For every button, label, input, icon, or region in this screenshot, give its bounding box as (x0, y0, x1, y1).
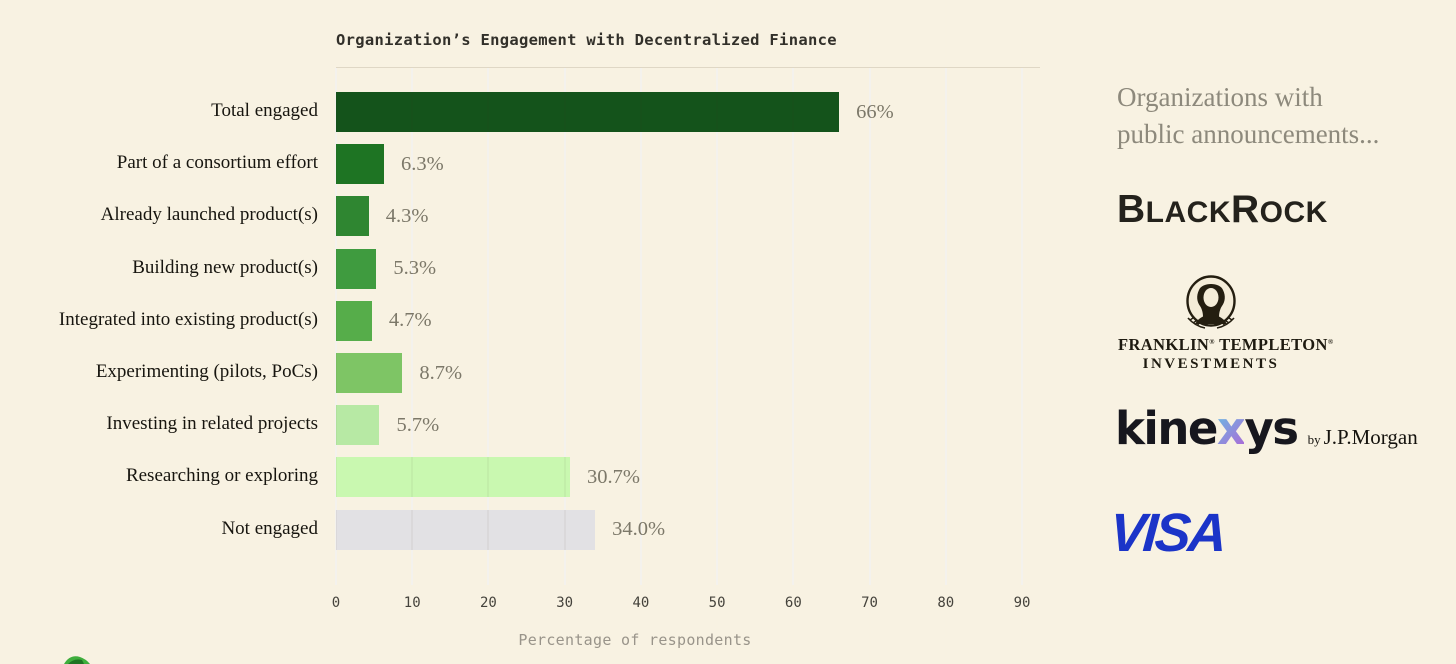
sidebar-heading-line1: Organizations with (1117, 82, 1323, 112)
category-label: Experimenting (pilots, PoCs) (95, 361, 318, 383)
category-labels: Total engaged Part of a consortium effort… (0, 67, 318, 555)
visa-logo: VISA (1107, 503, 1227, 563)
kinexys-x: x (1216, 402, 1246, 455)
category-label: Investing in related projects (106, 413, 318, 435)
bar-row: 4.3% (336, 190, 1040, 242)
bar-row: 8.7% (336, 347, 1040, 399)
x-tick-label: 30 (556, 595, 574, 611)
category-label: Not engaged (221, 517, 318, 539)
x-tick-label: 60 (784, 595, 802, 611)
bar-row: 5.7% (336, 399, 1040, 451)
x-axis-ticks: 0 10 20 30 40 50 60 70 80 90 (332, 595, 1040, 615)
blackrock-logo: BLACKROCK (1117, 188, 1328, 240)
kinexys-pre: kine (1115, 402, 1218, 455)
blackrock-logo-segment: LACK (1145, 196, 1231, 229)
kinexys-logo: kinexys by J.P.Morgan (1115, 403, 1418, 455)
sidebar-heading: Organizations with public announcements.… (1117, 79, 1379, 153)
x-tick-label: 20 (480, 595, 497, 611)
bar (336, 248, 377, 289)
bar (336, 405, 380, 446)
x-axis-label: Percentage of respondents (518, 631, 752, 649)
sprout-decoration-icon (64, 656, 90, 664)
bar-row: 34.0% (336, 504, 1040, 556)
plot-area: 66% 6.3% 4.3% 5.3% 4.7% 8.7% 5.7% 30.7% 34.0% (335, 67, 1040, 585)
category-label: Total engaged (211, 100, 318, 122)
ben-franklin-portrait-icon (1186, 275, 1236, 329)
bar (336, 509, 596, 550)
blackrock-logo-segment: R (1231, 188, 1260, 231)
category-label: Part of a consortium effort (116, 152, 318, 174)
bar-rows: 66% 6.3% 4.3% 5.3% 4.7% 8.7% 5.7% 30.7% 34.0% (336, 68, 1040, 585)
registered-mark-icon: ® (1327, 338, 1334, 346)
x-tick-label: 80 (937, 595, 955, 611)
franklin-templeton-logo: FRANKLIN® TEMPLETON® INVESTMENTS (1118, 274, 1333, 373)
value-label: 5.7% (396, 413, 440, 436)
kinexys-wordmark: kinexys (1115, 402, 1299, 455)
category-label: Already launched product(s) (100, 204, 318, 226)
x-tick-label: 0 (331, 595, 341, 611)
category-label: Researching or exploring (125, 465, 318, 487)
x-tick-label: 40 (632, 595, 650, 611)
category-label: Building new product(s) (132, 256, 318, 278)
kinexys-by: by (1307, 432, 1321, 447)
value-label: 66% (856, 100, 894, 123)
blackrock-logo-segment: OCK (1259, 196, 1328, 229)
bar (336, 144, 385, 185)
blackrock-logo-segment: B (1117, 188, 1146, 231)
x-tick-label: 70 (861, 595, 878, 611)
bar-row: 30.7% (336, 451, 1040, 503)
jpmorgan-wordmark: J.P.Morgan (1323, 425, 1418, 449)
registered-mark-icon: ® (1209, 338, 1215, 346)
value-label: 4.7% (388, 309, 432, 332)
bar (336, 196, 369, 237)
ft-word1: FRANKLIN (1118, 335, 1210, 354)
value-label: 4.3% (385, 204, 429, 227)
franklin-templeton-wordmark: FRANKLIN® TEMPLETON® (1118, 335, 1333, 355)
x-tick-label: 90 (1013, 595, 1031, 611)
ft-word2: TEMPLETON (1219, 335, 1328, 354)
chart-title: Organization’s Engagement with Decentral… (336, 31, 837, 49)
bar-row: 5.3% (336, 243, 1040, 295)
bar (336, 457, 570, 498)
ft-investments-label: INVESTMENTS (1142, 356, 1280, 372)
value-label: 8.7% (419, 361, 463, 384)
bar (336, 353, 403, 394)
sidebar-heading-line2: public announcements... (1117, 119, 1380, 149)
bar-row: 66% (336, 86, 1040, 138)
value-label: 30.7% (587, 465, 640, 488)
bar-row: 6.3% (336, 138, 1040, 190)
x-tick-label: 10 (403, 595, 421, 611)
value-label: 5.3% (393, 257, 437, 280)
kinexys-post: ys (1244, 402, 1299, 455)
bar (336, 300, 372, 341)
value-label: 6.3% (401, 152, 444, 175)
category-label: Integrated into existing product(s) (58, 308, 318, 330)
x-tick-label: 50 (708, 595, 726, 611)
value-label: 34.0% (612, 518, 666, 541)
bar (336, 92, 840, 133)
kinexys-byline: by J.P.Morgan (1308, 425, 1418, 450)
bar-row: 4.7% (336, 295, 1040, 347)
